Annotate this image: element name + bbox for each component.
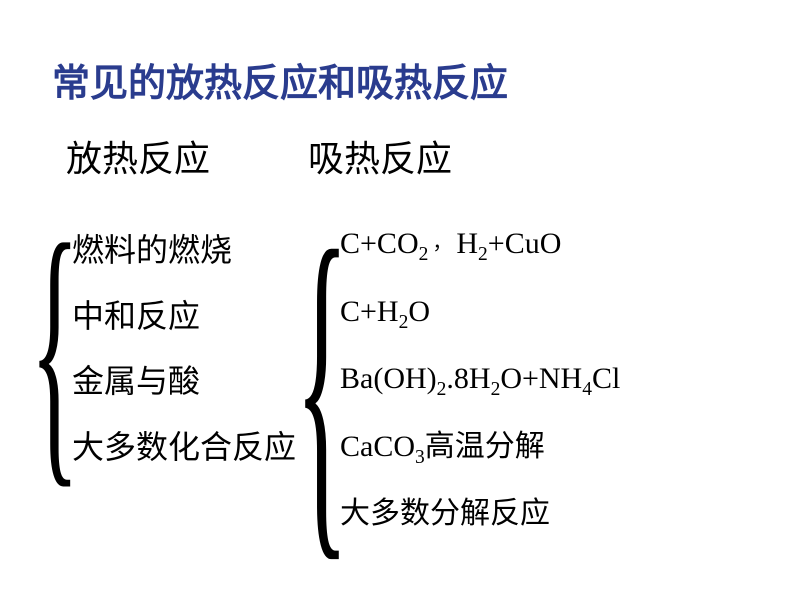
exothermic-heading: 放热反应 [66, 130, 210, 182]
list-item: CaCO3高温分解 [340, 413, 620, 481]
list-item: 大多数分解反应 [340, 480, 620, 548]
list-item: C+CO2，H2+CuO [340, 210, 620, 278]
list-item: 燃料的燃烧 [72, 218, 296, 284]
list-item: Ba(OH)2.8H2O+NH4Cl [340, 345, 620, 413]
exothermic-list: 燃料的燃烧 中和反应 金属与酸 大多数化合反应 [72, 218, 296, 480]
endothermic-heading: 吸热反应 [308, 130, 452, 182]
list-item: 中和反应 [72, 284, 296, 350]
list-item: 大多数化合反应 [72, 415, 296, 481]
page-title: 常见的放热反应和吸热反应 [52, 52, 508, 107]
list-item: 金属与酸 [72, 349, 296, 415]
list-item: C+H2O [340, 278, 620, 346]
endothermic-list: C+CO2，H2+CuO C+H2O Ba(OH)2.8H2O+NH4Cl Ca… [340, 210, 620, 548]
